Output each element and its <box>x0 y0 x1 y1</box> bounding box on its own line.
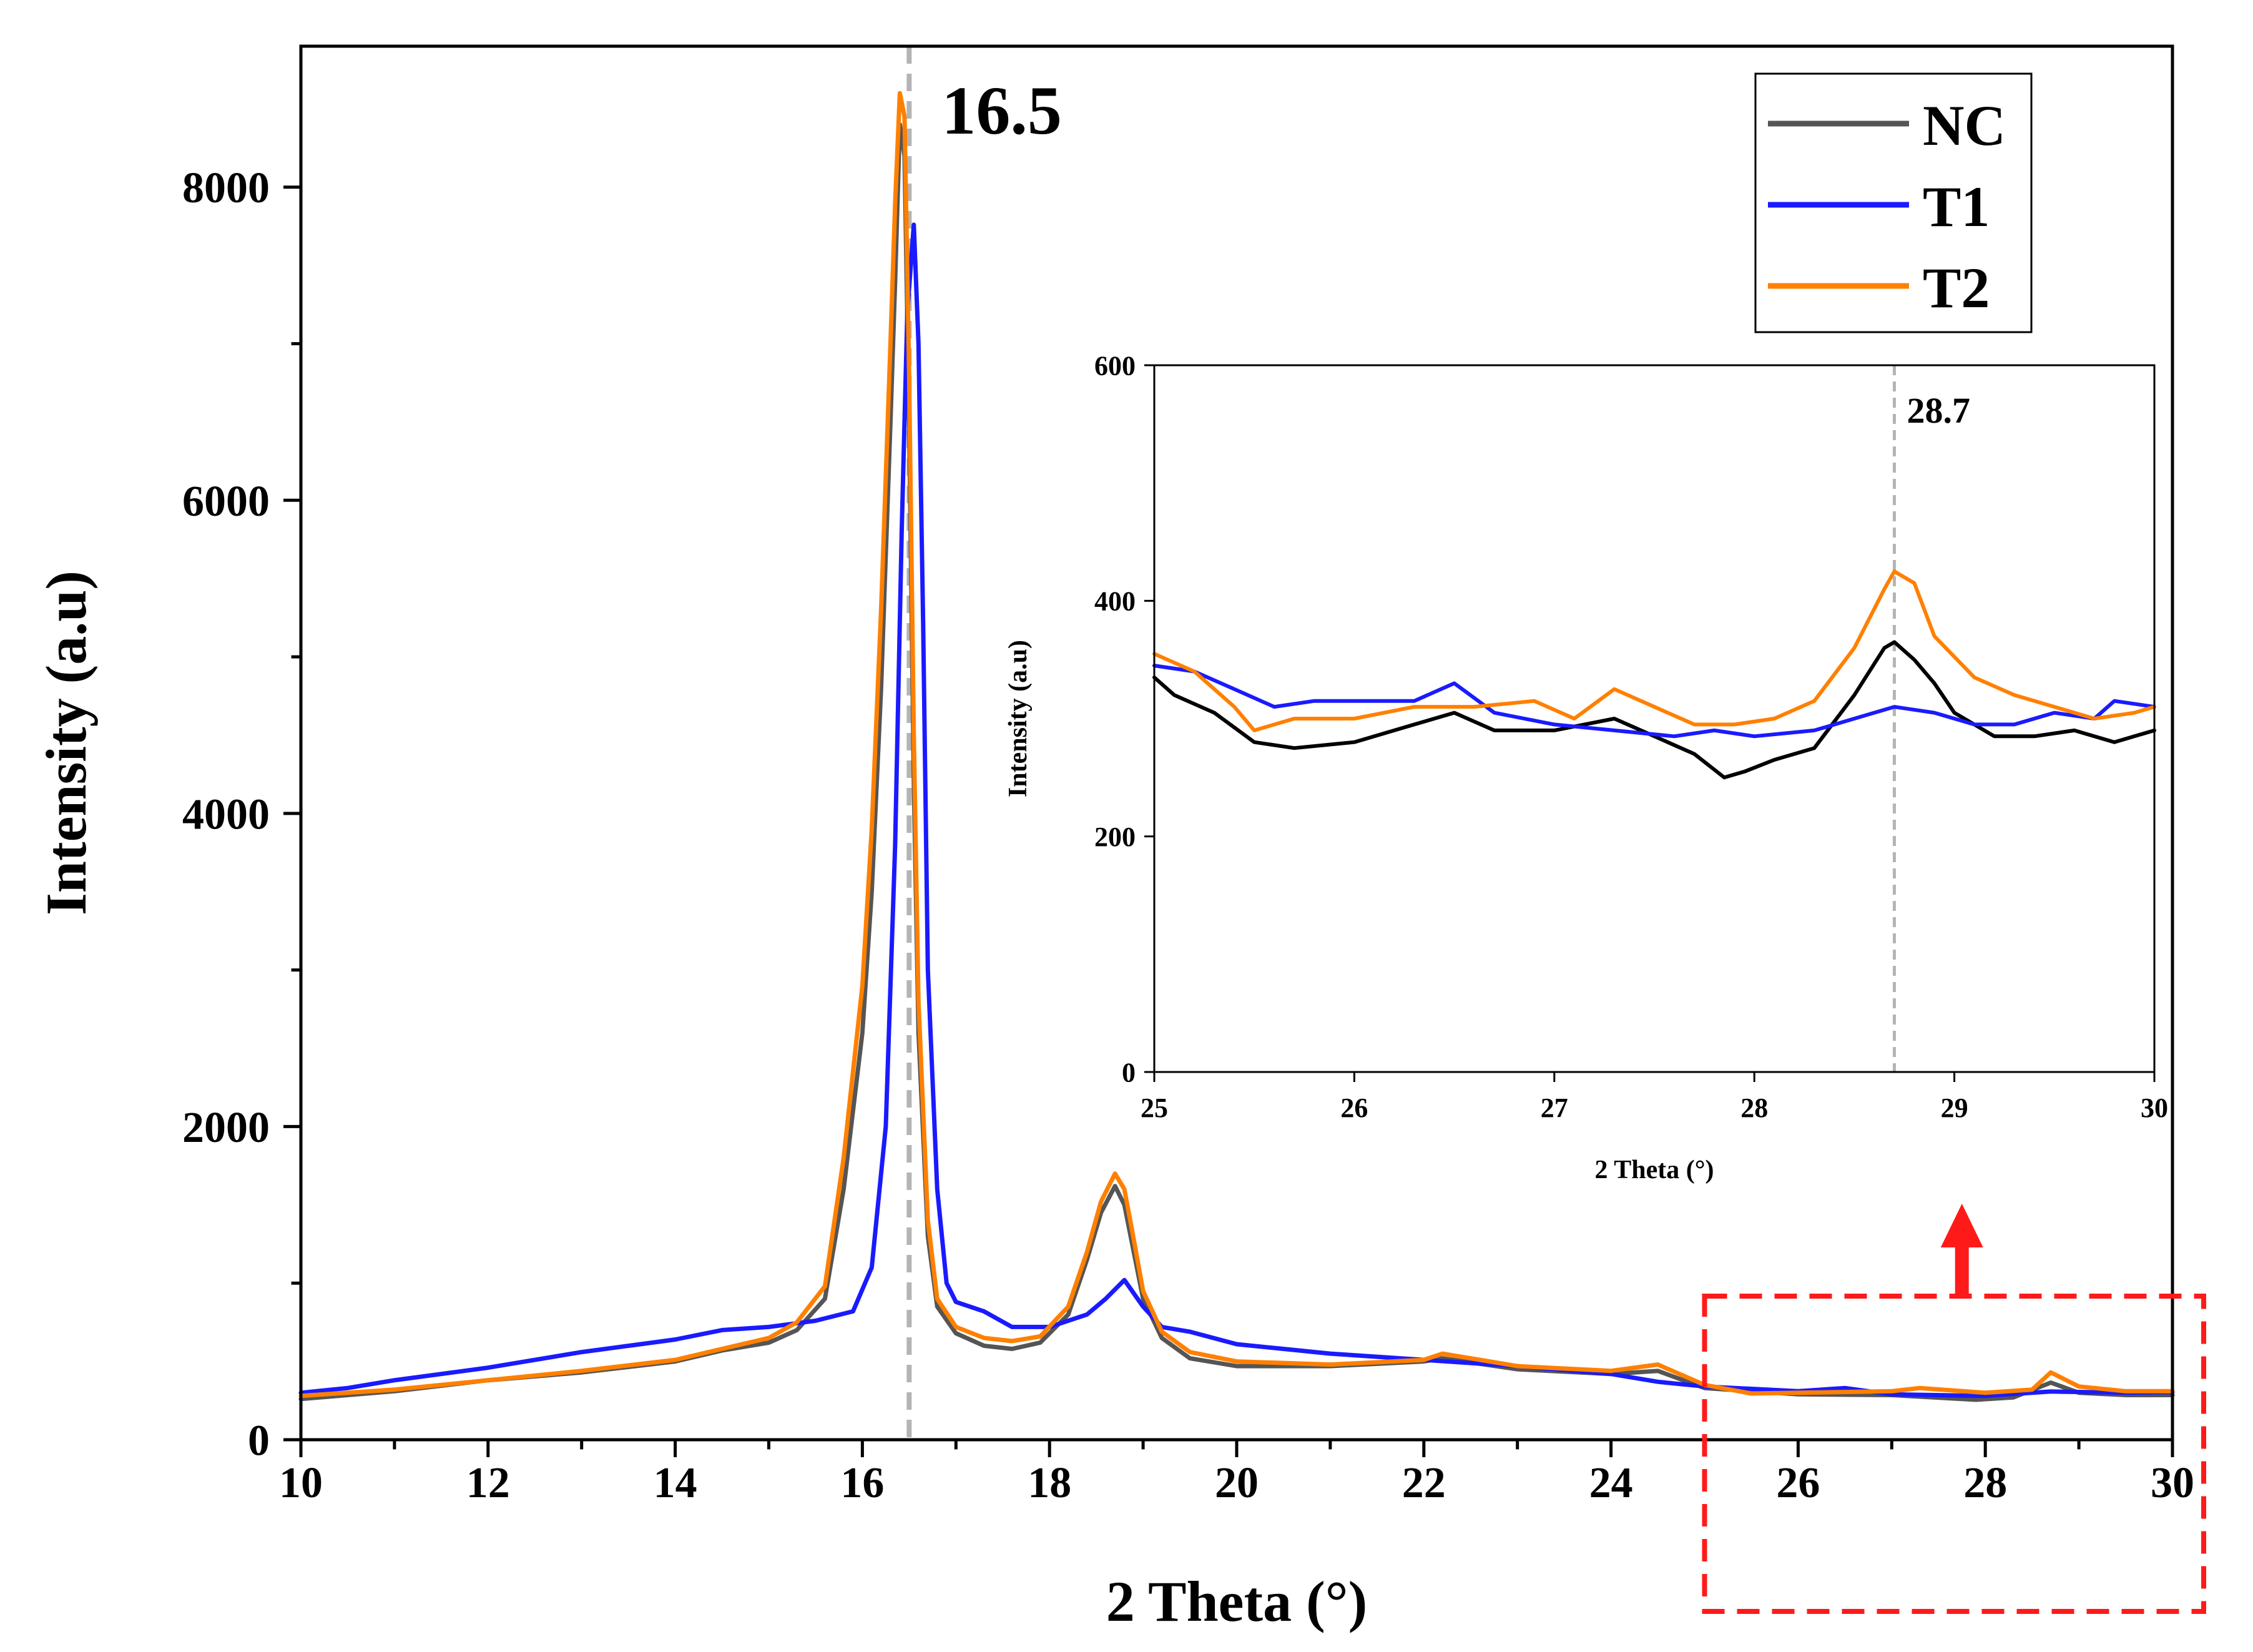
legend-label-t1: T1 <box>1923 175 1990 238</box>
inset-y-axis-label: Intensity (a.u) <box>1004 640 1033 797</box>
main-y-axis-label: Intensity (a.u) <box>34 571 98 915</box>
main-y-tick-label-8000: 8000 <box>182 164 270 212</box>
main-y-tick-label-2000: 2000 <box>182 1104 270 1152</box>
main-series-t2-line <box>298 91 2175 1399</box>
inset-plot-frame <box>1153 364 2156 1073</box>
main-x-tick-label-26: 26 <box>1776 1459 1820 1507</box>
inset-x-tick-label-28: 28 <box>1740 1093 1768 1123</box>
inset-series-t2-line <box>1152 569 2156 732</box>
main-x-tick-label-10: 10 <box>279 1459 323 1507</box>
main-plot: 10 12 14 16 18 20 22 24 26 28 30020004000600080002… <box>34 44 2194 1633</box>
inset-y-tick-label-400: 400 <box>1094 586 1136 617</box>
main-x-tick-label-28: 28 <box>1963 1459 2007 1507</box>
inset-x-tick-label-26: 26 <box>1340 1093 1368 1123</box>
zoom-region-box <box>1702 1294 2206 1614</box>
main-x-tick-label-30: 30 <box>2151 1459 2194 1507</box>
main-x-tick-label-12: 12 <box>466 1459 510 1507</box>
main-x-tick-label-18: 18 <box>1028 1459 1071 1507</box>
main-x-tick-label-14: 14 <box>654 1459 697 1507</box>
main-series-nc-line <box>298 122 2175 1402</box>
inset-y-tick-label-200: 200 <box>1094 822 1136 852</box>
main-y-tick-label-6000: 6000 <box>182 478 270 526</box>
legend-label-t2: T2 <box>1923 256 1990 320</box>
main-x-axis-label: 2 Theta (°) <box>1106 1570 1367 1633</box>
legend-label-nc: NC <box>1923 94 2006 157</box>
overlay: NC T1 T2 <box>1702 72 2206 1614</box>
inset-series-t1-line <box>1152 664 2156 739</box>
main-x-tick-label-20: 20 <box>1215 1459 1259 1507</box>
main-x-tick-label-22: 22 <box>1402 1459 1446 1507</box>
main-y-tick-label-4000: 4000 <box>182 790 270 838</box>
inset-plot: 25 26 27 28 29 30 0 200 400 600 2 Theta (°) Intensi… <box>1004 350 2168 1184</box>
inset-y-tick-label-600: 600 <box>1094 350 1136 381</box>
zoom-arrow-shaft <box>1955 1242 1969 1297</box>
main-x-tick-label-16: 16 <box>840 1459 884 1507</box>
inset-x-tick-label-25: 25 <box>1141 1093 1168 1123</box>
inset-y-tick-label-0: 0 <box>1122 1057 1136 1088</box>
inset-x-tick-label-30: 30 <box>2141 1093 2168 1123</box>
inset-x-axis-label: 2 Theta (°) <box>1594 1156 1714 1184</box>
main-annotation-16-5: 16.5 <box>941 72 1062 149</box>
inset-annotation-28-7: 28.7 <box>1907 390 1970 431</box>
main-x-tick-label-24: 24 <box>1589 1459 1633 1507</box>
inset-x-tick-label-27: 27 <box>1541 1093 1568 1123</box>
zoom-arrow-head <box>1940 1204 1983 1247</box>
main-y-tick-label-0: 0 <box>248 1417 270 1465</box>
inset-x-tick-label-29: 29 <box>1941 1093 1968 1123</box>
